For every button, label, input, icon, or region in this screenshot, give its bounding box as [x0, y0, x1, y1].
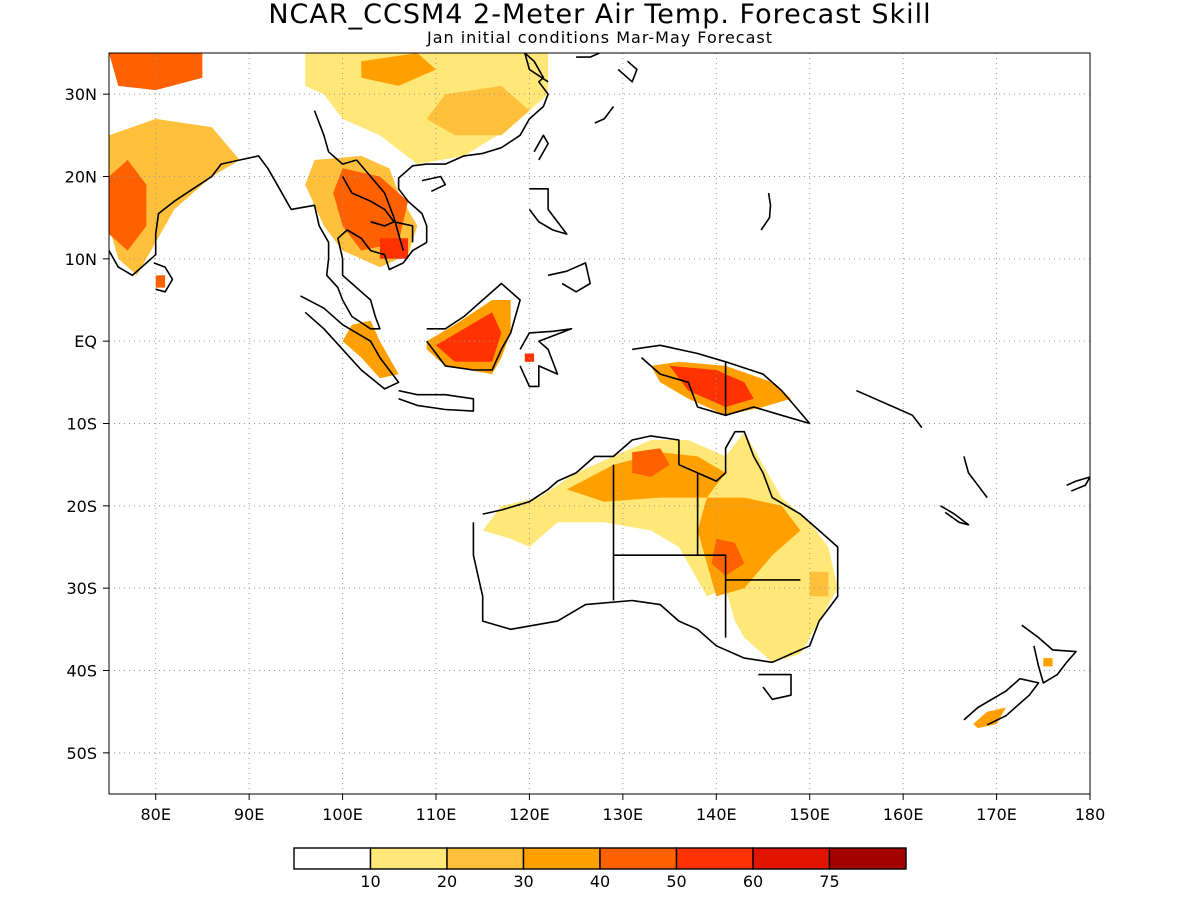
- lat-tick-label: 20N: [65, 168, 97, 187]
- lon-tick-label: 80E: [140, 805, 170, 824]
- legend-swatch: [752, 847, 831, 870]
- coastline-taiwan: [533, 134, 549, 161]
- coastline-mainland-border-3: [341, 176, 395, 223]
- skill-region-china-south: [305, 53, 549, 165]
- skill-region-sulawesi-spot: [524, 353, 535, 362]
- lat-tick-label: EQ: [74, 332, 97, 351]
- coastline-new-caledonia: [940, 505, 970, 526]
- skill-region-indochina-hot: [333, 168, 408, 251]
- coastline-tasmania: [758, 673, 792, 701]
- skill-region-nz-south: [973, 707, 1006, 729]
- coastline-asia-mainland: [109, 53, 549, 330]
- coastline-fiji: [1066, 476, 1090, 492]
- lat-tick-label: 50S: [66, 744, 97, 763]
- skill-region-nz-north-spot: [1043, 658, 1053, 667]
- lat-tick-label: 20S: [66, 497, 97, 516]
- skill-region-aus-north: [566, 452, 726, 502]
- coastline-australia: [472, 430, 839, 664]
- skill-region-sri-lanka: [155, 275, 166, 288]
- legend-label: 40: [590, 872, 610, 891]
- gridlines: [109, 53, 1090, 794]
- legend-swatch: [446, 847, 525, 870]
- legend-swatch: [369, 847, 448, 870]
- coastline-borneo: [426, 282, 521, 371]
- lon-tick-label: 120E: [509, 805, 550, 824]
- lon-tick-label: 180: [1075, 805, 1106, 824]
- lon-tick-label: 160E: [883, 805, 924, 824]
- lon-tick-label: 170E: [976, 805, 1017, 824]
- lon-tick-label: 110E: [416, 805, 457, 824]
- skill-region-india-hot: [109, 160, 147, 251]
- legend-swatch: [522, 847, 601, 870]
- coastline-vanuatu: [963, 456, 988, 499]
- coastline-new-guinea: [632, 344, 811, 425]
- lat-tick-label: 40S: [66, 662, 97, 681]
- coastline-nz-south: [963, 677, 1040, 726]
- coastline-sri-lanka: [153, 262, 174, 293]
- legend-label: 60: [743, 872, 763, 891]
- coastline-aus-state-2: [696, 472, 727, 638]
- map-subtitle: Jan initial conditions Mar-May Forecast: [426, 28, 774, 47]
- coastline-hainan: [421, 175, 447, 193]
- coastline-sulawesi: [519, 327, 573, 388]
- legend-swatch: [293, 847, 372, 870]
- coastline-mainland-border-1: [313, 110, 357, 165]
- skill-region-aus-nsw-warm: [809, 571, 829, 597]
- coastline-mainland-border-2: [355, 159, 405, 251]
- skill-region-aus-arnhem-hot: [632, 448, 670, 477]
- skill-region-aus-qld-hot: [711, 538, 745, 576]
- lat-tick-label: 30S: [66, 579, 97, 598]
- lon-tick-label: 140E: [696, 805, 737, 824]
- coastline-micronesia: [760, 192, 772, 231]
- coastline-korea-japan: [576, 53, 600, 58]
- coastline-sumatra: [300, 295, 400, 390]
- legend-swatch: [599, 847, 678, 870]
- coastline-japan-kyushu: [617, 60, 638, 83]
- lon-tick-label: 150E: [789, 805, 830, 824]
- legend-label: 75: [819, 872, 839, 891]
- coastline-ryukyu: [594, 106, 615, 124]
- skill-region-china-east-warm: [426, 85, 530, 136]
- skill-region-china-north-hot: [361, 53, 436, 86]
- coastline-java: [398, 389, 475, 412]
- coastline-solomons: [856, 389, 923, 429]
- legend-swatch: [675, 847, 754, 870]
- coastline-nz-north: [1021, 624, 1077, 684]
- skill-region-borneo-hot: [436, 312, 502, 362]
- coastline-philippines-luzon: [528, 188, 568, 235]
- lon-tick-label: 90E: [234, 805, 264, 824]
- lon-tick-label: 100E: [322, 805, 363, 824]
- legend-label: 20: [437, 872, 457, 891]
- lat-tick-label: 10N: [65, 250, 97, 269]
- legend-label: 10: [360, 872, 380, 891]
- map-title: NCAR_CCSM4 2-Meter Air Temp. Forecast Sk…: [268, 0, 932, 30]
- coastline-mainland-border-4: [370, 221, 414, 243]
- legend-swatch: [828, 847, 907, 870]
- axis-labels: 80E 90E 100E 110E 120E 130E 140E 150E 160E 170E 18…: [65, 85, 1106, 824]
- legend-label: 50: [666, 872, 686, 891]
- coastlines: [109, 53, 1090, 726]
- lon-tick-label: 130E: [603, 805, 644, 824]
- skill-region-new-guinea-hot: [669, 365, 754, 407]
- skill-shading: [109, 53, 1053, 729]
- coastline-east-china-coast: [524, 53, 549, 83]
- legend-label: 30: [513, 872, 533, 891]
- skill-region-india-base: [109, 118, 240, 276]
- skill-region-himalaya-hot: [109, 53, 203, 91]
- color-legend: 10 20 30 40 50 60 75: [293, 847, 907, 891]
- coastline-philippines-mindanao: [547, 262, 592, 293]
- lat-tick-label: 10S: [66, 415, 97, 434]
- lat-tick-label: 30N: [65, 85, 97, 104]
